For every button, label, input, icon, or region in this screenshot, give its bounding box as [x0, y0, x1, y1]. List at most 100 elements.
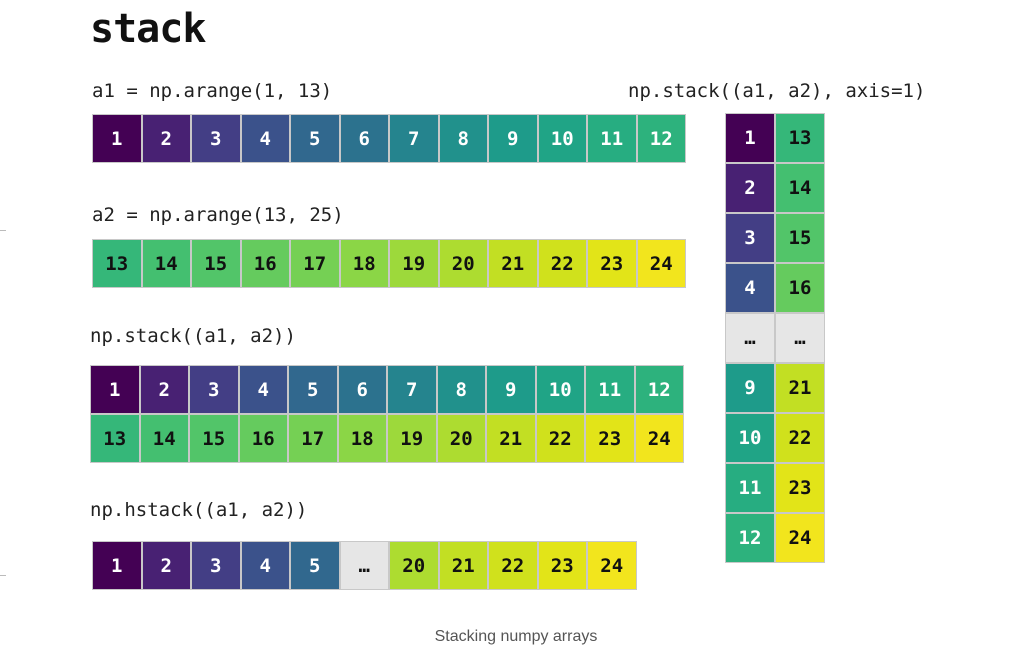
stack-axis1-cell: 14	[775, 163, 825, 213]
stack-row-0: 1 2 3 4 5 6 7 8 9 10 11 12	[90, 365, 684, 414]
stack-row-0-cell: 9	[486, 365, 536, 414]
stack-row-1-cell: 16	[238, 414, 288, 463]
stack-row-1-cell: 18	[337, 414, 387, 463]
stack-row-1-cell: 17	[288, 414, 338, 463]
a2-cell: 21	[488, 239, 538, 288]
a2-cell: 20	[438, 239, 488, 288]
hstack-cell: 22	[488, 541, 538, 590]
stack-row-1-cell: 22	[535, 414, 585, 463]
stack-row-0-cell: 1	[90, 365, 140, 414]
stack-row-1-cell: 24	[634, 414, 684, 463]
stack-row-0-cell: 2	[139, 365, 189, 414]
stack-row-1-cell: 15	[189, 414, 239, 463]
hstack-cell: 2	[141, 541, 191, 590]
edge-mark	[0, 575, 6, 576]
stack-row-1: 13 14 15 16 17 18 19 20 21 22 23 24	[90, 414, 684, 463]
a2-cell: 13	[92, 239, 142, 288]
a2-cell: 22	[537, 239, 587, 288]
stack-row-0-cell: 7	[387, 365, 437, 414]
hstack-cell: 1	[92, 541, 142, 590]
stack-row-0-cell: 11	[585, 365, 635, 414]
a1-cell: 8	[438, 114, 488, 163]
stack-axis1-row: 12 24	[725, 513, 825, 563]
stack-row-1-cell: 21	[486, 414, 536, 463]
stack-row-0-cell: 5	[288, 365, 338, 414]
stack-axis1-row: ……	[725, 313, 825, 363]
stack-row-1-cell: 20	[436, 414, 486, 463]
hstack-cell: 4	[240, 541, 290, 590]
stack-axis1-cell: 16	[775, 263, 825, 313]
stack-row-0-cell: 4	[238, 365, 288, 414]
stack-row-1-cell: 19	[387, 414, 437, 463]
a2-cell: 16	[240, 239, 290, 288]
page-title: stack	[90, 6, 206, 52]
a1-cell: 1	[92, 114, 142, 163]
hstack-array: 1 2 3 4 5… 20 21 22 23 24	[92, 541, 637, 590]
a1-cell: 10	[537, 114, 587, 163]
figure-caption: Stacking numpy arrays	[434, 628, 598, 645]
stack-axis1-cell: 2	[725, 163, 775, 213]
hstack-cell: 23	[537, 541, 587, 590]
stack-row-1-cell: 13	[90, 414, 140, 463]
a1-cell: 9	[488, 114, 538, 163]
hstack-cell: 3	[191, 541, 241, 590]
a1-cell: 7	[389, 114, 439, 163]
a2-cell: 23	[587, 239, 637, 288]
stack-axis1-cell: 15	[775, 213, 825, 263]
a2-cell: 15	[191, 239, 241, 288]
stack-axis1-row: 1 13	[725, 113, 825, 163]
stack-axis1-cell: 4	[725, 263, 775, 313]
a2-cell: 18	[339, 239, 389, 288]
stack-axis1-cell: 9	[725, 363, 775, 413]
stack-axis1-cell: 13	[775, 113, 825, 163]
stack-axis1-cell: 23	[775, 463, 825, 513]
stack-row-0-cell: 8	[436, 365, 486, 414]
a1-array: 1 2 3 4 5 6 7 8 9 10 11 12	[92, 114, 686, 163]
stack-axis1-cell: 3	[725, 213, 775, 263]
stack-axis1-cell: 24	[775, 513, 825, 563]
stack-axis1-row: 3 15	[725, 213, 825, 263]
a2-cell: 19	[389, 239, 439, 288]
hstack-cell: 24	[587, 541, 637, 590]
hstack-cell: 5	[290, 541, 340, 590]
a2-cell: 17	[290, 239, 340, 288]
stack-axis1-row: 9 21	[725, 363, 825, 413]
a1-cell: 6	[339, 114, 389, 163]
stack-axis1-cell: 1	[725, 113, 775, 163]
stack-axis1-row: 10 22	[725, 413, 825, 463]
a1-cell: 2	[141, 114, 191, 163]
stack-axis1-cell: …	[725, 313, 775, 363]
stack-row-0-cell: 6	[337, 365, 387, 414]
stack-axis1-row: 11 23	[725, 463, 825, 513]
a2-cell: 24	[636, 239, 686, 288]
stack-row-1-cell: 14	[139, 414, 189, 463]
stack-axis1-cell: 21	[775, 363, 825, 413]
a2-array: 13 14 15 16 17 18 19 20 21 22 23 24	[92, 239, 686, 288]
a1-cell: 12	[636, 114, 686, 163]
hstack-cell: 20	[389, 541, 439, 590]
a1-cell: 5	[290, 114, 340, 163]
stack-axis1-label: np.stack((a1, a2), axis=1)	[628, 80, 926, 102]
stack-axis1-cell: 12	[725, 513, 775, 563]
stack-axis1-row: 2 14	[725, 163, 825, 213]
a1-cell: 11	[587, 114, 637, 163]
a2-label: a2 = np.arange(13, 25)	[92, 204, 344, 226]
stack-axis1-cell: …	[775, 313, 825, 363]
edge-mark	[0, 230, 6, 231]
stack-axis1-cell: 11	[725, 463, 775, 513]
hstack-cell: …	[339, 541, 389, 590]
a2-cell: 14	[141, 239, 191, 288]
a1-cell: 4	[240, 114, 290, 163]
stack-axis1-cell: 22	[775, 413, 825, 463]
stack-axis1-row: 4 16	[725, 263, 825, 313]
hstack-cell: 21	[438, 541, 488, 590]
hstack-label: np.hstack((a1, a2))	[90, 499, 308, 521]
stack-axis1-cell: 10	[725, 413, 775, 463]
stack-axis1-array: 1 13 2 14 3 15 4 16…… 9 21 10 22 11 23 12 24	[725, 113, 825, 563]
stack-label: np.stack((a1, a2))	[90, 325, 296, 347]
a1-cell: 3	[191, 114, 241, 163]
stack-row-0-cell: 12	[634, 365, 684, 414]
stack-row-1-cell: 23	[585, 414, 635, 463]
a1-label: a1 = np.arange(1, 13)	[92, 80, 333, 102]
stack-row-0-cell: 3	[189, 365, 239, 414]
